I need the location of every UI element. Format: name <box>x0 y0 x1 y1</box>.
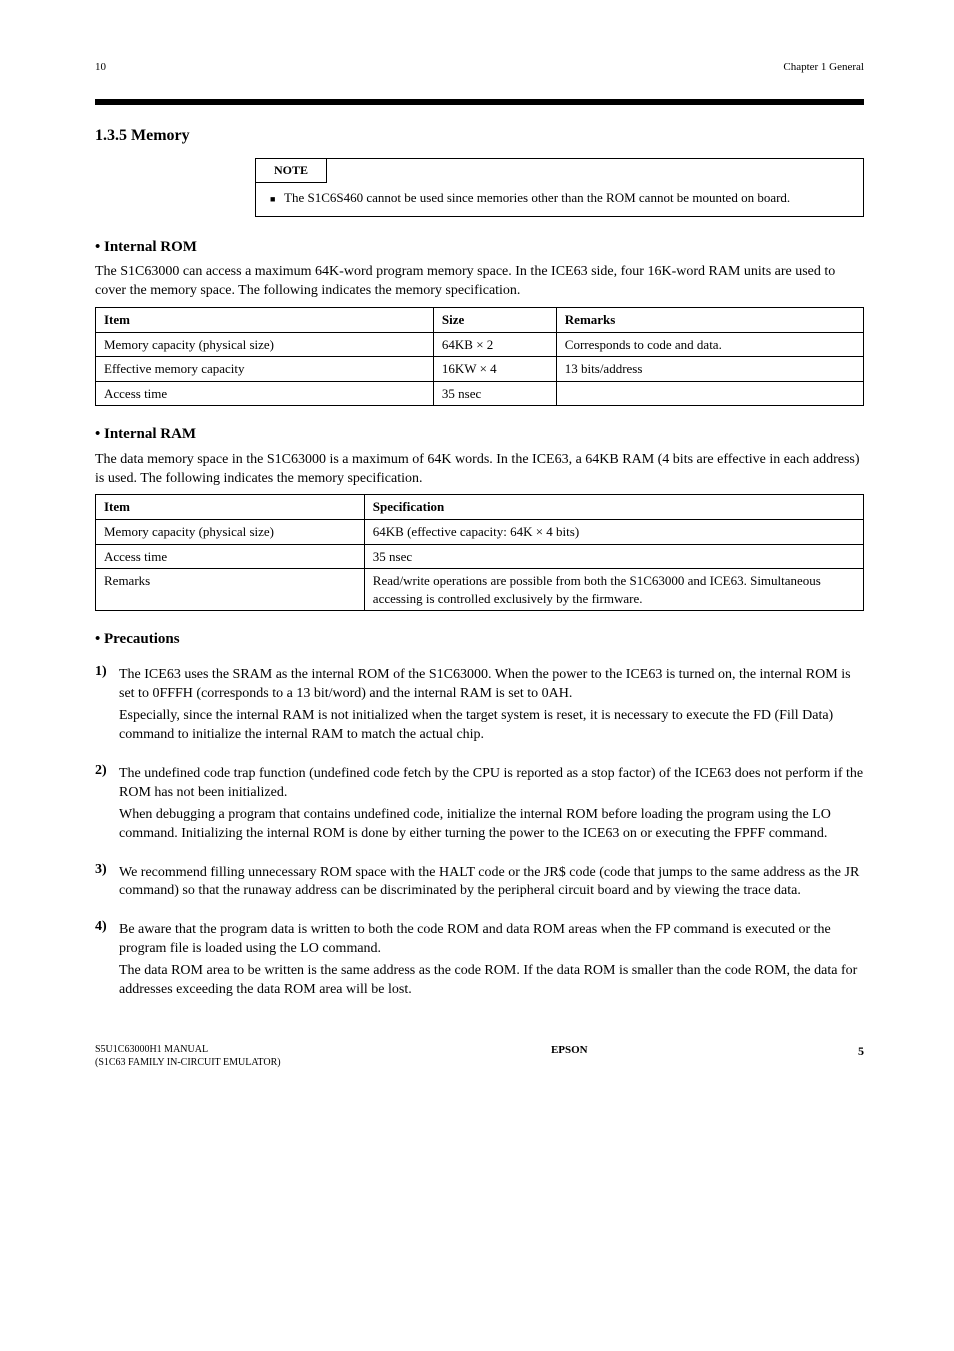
table-row: Memory capacity (physical size) 64KB (ef… <box>96 519 864 544</box>
para: The data ROM area to be written is the s… <box>119 962 864 1000</box>
subhead-internal-rom: • Internal ROM <box>95 237 864 257</box>
cell: 13 bits/address <box>556 357 863 382</box>
running-header: 10 Chapter 1 General <box>95 60 864 75</box>
footer-left: S5U1C63000H1 MANUAL (S1C63 FAMILY IN-CIR… <box>95 1043 281 1070</box>
page-number-top: 10 <box>95 60 106 75</box>
manual-title: S5U1C63000H1 MANUAL <box>95 1043 281 1057</box>
item-text: We recommend filling unnecessary ROM spa… <box>119 861 864 905</box>
section-heading: 1.3.5 Memory <box>95 125 864 147</box>
bullet-icon: ■ <box>270 193 275 205</box>
table-row: Effective memory capacity 16KW × 4 13 bi… <box>96 357 864 382</box>
cell: Remarks <box>96 569 365 611</box>
item-number: 2) <box>95 762 119 847</box>
col-item: Item <box>96 495 365 520</box>
cell: 35 nsec <box>364 544 863 569</box>
page-footer: S5U1C63000H1 MANUAL (S1C63 FAMILY IN-CIR… <box>95 1043 864 1070</box>
list-item: 4) Be aware that the program data is wri… <box>95 918 864 1003</box>
table-row: Access time 35 nsec <box>96 381 864 406</box>
table-header-row: Item Specification <box>96 495 864 520</box>
cell: Access time <box>96 381 434 406</box>
col-spec: Specification <box>364 495 863 520</box>
para: The undefined code trap function (undefi… <box>119 765 864 803</box>
cell <box>556 381 863 406</box>
subhead-internal-ram: • Internal RAM <box>95 424 864 444</box>
col-remarks: Remarks <box>556 308 863 333</box>
footer-brand: EPSON <box>551 1043 588 1070</box>
para: We recommend filling unnecessary ROM spa… <box>119 864 864 902</box>
rom-spec-table: Item Size Remarks Memory capacity (physi… <box>95 307 864 406</box>
table-row: Memory capacity (physical size) 64KB × 2… <box>96 332 864 357</box>
col-size: Size <box>433 308 556 333</box>
footer-page: 5 <box>858 1043 864 1070</box>
cell: Memory capacity (physical size) <box>96 332 434 357</box>
cell: 16KW × 4 <box>433 357 556 382</box>
header-rule <box>95 99 864 105</box>
para: Be aware that the program data is writte… <box>119 921 864 959</box>
list-item: 2) The undefined code trap function (und… <box>95 762 864 847</box>
cell: Effective memory capacity <box>96 357 434 382</box>
list-item: 1) The ICE63 uses the SRAM as the intern… <box>95 663 864 748</box>
item-text: The ICE63 uses the SRAM as the internal … <box>119 663 864 748</box>
cell: 64KB (effective capacity: 64K × 4 bits) <box>364 519 863 544</box>
cell: 35 nsec <box>433 381 556 406</box>
item-text: Be aware that the program data is writte… <box>119 918 864 1003</box>
note-box: NOTE ■ The S1C6S460 cannot be used since… <box>255 158 864 217</box>
cell: Read/write operations are possible from … <box>364 569 863 611</box>
cell: Corresponds to code and data. <box>556 332 863 357</box>
col-item: Item <box>96 308 434 333</box>
table-row: Remarks Read/write operations are possib… <box>96 569 864 611</box>
list-item: 3) We recommend filling unnecessary ROM … <box>95 861 864 905</box>
cell: Memory capacity (physical size) <box>96 519 365 544</box>
cell: Access time <box>96 544 365 569</box>
table-row: Access time 35 nsec <box>96 544 864 569</box>
cell: 64KB × 2 <box>433 332 556 357</box>
precautions-list: 1) The ICE63 uses the SRAM as the intern… <box>95 663 864 1002</box>
note-text: The S1C6S460 cannot be used since memori… <box>284 190 790 205</box>
para: When debugging a program that contains u… <box>119 806 864 844</box>
item-text: The undefined code trap function (undefi… <box>119 762 864 847</box>
note-label: NOTE <box>256 159 327 182</box>
item-number: 1) <box>95 663 119 748</box>
item-number: 3) <box>95 861 119 905</box>
ram-spec-table: Item Specification Memory capacity (phys… <box>95 494 864 611</box>
ram-para: The data memory space in the S1C63000 is… <box>95 451 864 489</box>
manual-subtitle: (S1C63 FAMILY IN-CIRCUIT EMULATOR) <box>95 1056 281 1070</box>
note-body: ■ The S1C6S460 cannot be used since memo… <box>256 183 863 217</box>
para: Especially, since the internal RAM is no… <box>119 707 864 745</box>
table-header-row: Item Size Remarks <box>96 308 864 333</box>
subhead-precautions: • Precautions <box>95 629 864 649</box>
para: The ICE63 uses the SRAM as the internal … <box>119 666 864 704</box>
rom-para: The S1C63000 can access a maximum 64K-wo… <box>95 263 864 301</box>
chapter-title: Chapter 1 General <box>783 60 864 75</box>
item-number: 4) <box>95 918 119 1003</box>
